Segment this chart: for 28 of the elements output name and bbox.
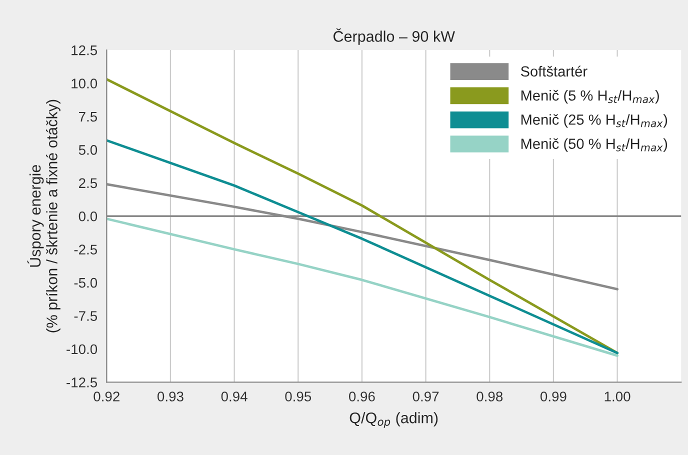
x-tick-label: 0.95 — [285, 392, 312, 402]
y-tick-label: 2.5 — [79, 178, 98, 188]
y-tick-label: 10.0 — [72, 78, 98, 88]
y-tick-label: -2.5 — [74, 244, 98, 255]
x-tick-label: 0.96 — [348, 392, 375, 402]
y-tick-label: -5.0 — [74, 278, 98, 288]
legend-label: Menič (5 % H$_{st}$/H$_{max}$) — [521, 90, 659, 104]
x-tick-label: 0.97 — [412, 392, 439, 402]
x-tick-label: 0.98 — [476, 392, 503, 402]
x-tick-label: 0.93 — [158, 392, 184, 402]
line-series — [106, 218, 619, 357]
legend-label: Softštartér — [520, 66, 588, 77]
chart-title: Čerpadlo – 90 kW — [334, 28, 455, 45]
legend-label: Menič (25 % H$_{st}$/H$_{max}$) — [521, 114, 668, 128]
y-tick-label: 7.5 — [79, 112, 98, 122]
x-axis-title: Q/Q$_{op}$ (adim) — [350, 412, 438, 428]
y-tick-label: -7.5 — [74, 311, 98, 321]
y-tick-label: -12.5 — [66, 378, 98, 388]
x-tick-label: 0.92 — [94, 392, 120, 402]
x-tick-label: 0.99 — [540, 392, 566, 402]
y-tick-label: 12.5 — [72, 45, 98, 56]
y-tick-label: 0.0 — [78, 211, 98, 222]
x-tick-label: 0.94 — [221, 392, 248, 402]
y-tick-label: -10.0 — [66, 344, 98, 354]
legend-label: Menič (50 % H$_{st}$/H$_{max}$) — [521, 138, 668, 152]
y-tick-label: 5.0 — [78, 145, 98, 155]
y-axis-title: Úspory energie (% príkon / škrtenie a fixné otáčky) — [27, 100, 60, 332]
x-tick-label: 1.00 — [604, 392, 630, 402]
